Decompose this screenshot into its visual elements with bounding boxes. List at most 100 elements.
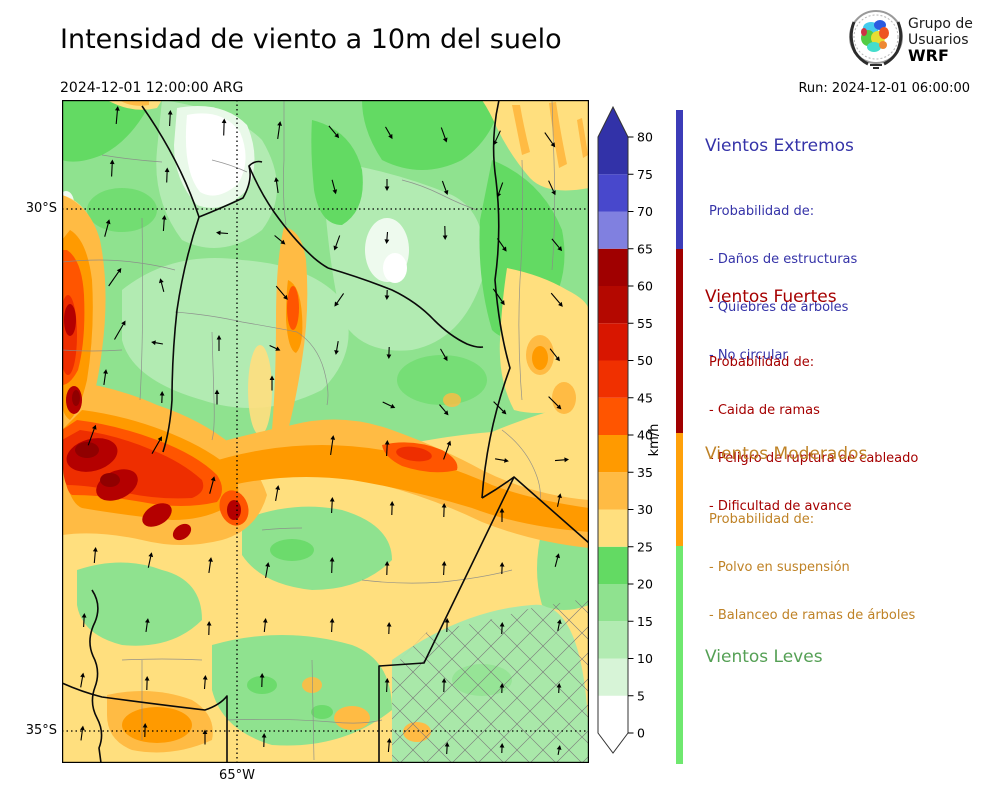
wind-arrow bbox=[145, 622, 148, 632]
wind-arrow-head bbox=[164, 167, 170, 173]
wind-arrow-head bbox=[504, 458, 509, 463]
legend-item: - Dificultad de avance bbox=[709, 499, 852, 514]
wind-arrow-head bbox=[277, 121, 282, 126]
wind-arrow-head bbox=[556, 683, 562, 688]
legend-title: Vientos Fuertes bbox=[705, 287, 837, 307]
legend-title: Vientos Leves bbox=[705, 647, 823, 667]
wind-arrow-head bbox=[202, 675, 208, 680]
wind-arrows-layer bbox=[80, 106, 569, 756]
wind-arrow-head bbox=[386, 622, 392, 627]
wind-arrow-head bbox=[555, 356, 560, 362]
category-bar-segment-moderados bbox=[676, 433, 683, 546]
wind-arrow-head bbox=[441, 561, 447, 566]
colorbar-tick-label: 65 bbox=[637, 241, 653, 256]
wind-arrow bbox=[203, 679, 206, 690]
wind-arrow-head bbox=[142, 723, 148, 728]
run-datetime: Run: 2024-12-01 06:00:00 bbox=[798, 81, 970, 96]
wind-arrow-head bbox=[384, 561, 390, 566]
wind-arrow bbox=[111, 163, 113, 177]
wind-arrow-head bbox=[558, 301, 563, 307]
colorbar-tick-label: 25 bbox=[637, 539, 653, 554]
colorbar-tick-label: 50 bbox=[637, 353, 653, 368]
colorbar-unit-label: km/h bbox=[647, 424, 662, 457]
wind-arrow-head bbox=[384, 239, 390, 244]
wind-arrow-head bbox=[444, 618, 450, 623]
wind-arrow-head bbox=[157, 436, 162, 442]
wind-arrow-head bbox=[499, 622, 505, 627]
wind-arrow-head bbox=[161, 215, 167, 220]
wind-arrow bbox=[275, 285, 286, 297]
legend-body: Probabilidad de: - Polvo en suspensión -… bbox=[709, 480, 915, 656]
wind-arrow bbox=[162, 219, 165, 232]
wind-arrow-head bbox=[206, 621, 212, 626]
wind-arrow-head bbox=[216, 335, 222, 340]
wind-arrow bbox=[385, 126, 391, 136]
wind-arrow bbox=[551, 238, 560, 249]
wind-arrow bbox=[80, 729, 83, 741]
wind-arrow-head bbox=[389, 501, 395, 506]
wind-arrow bbox=[336, 341, 339, 351]
wind-arrow-head bbox=[109, 159, 115, 165]
wind-arrow-head bbox=[499, 508, 505, 513]
colorbar-segment bbox=[598, 286, 628, 324]
colorbar-tick-label: 0 bbox=[637, 726, 645, 741]
lat-label-35s: 35°S bbox=[25, 723, 57, 738]
legend-prob-label: Probabilidad de: bbox=[709, 512, 815, 527]
wind-arrow-head bbox=[384, 295, 390, 300]
wind-intensity-map bbox=[62, 100, 589, 763]
colorbar-segment bbox=[598, 323, 628, 361]
wind-arrow-head bbox=[80, 672, 85, 678]
category-bar-segment-leves bbox=[676, 546, 683, 764]
wind-arrow-head bbox=[499, 683, 505, 688]
wind-arrow-head bbox=[334, 133, 340, 139]
colorbar-segment bbox=[598, 472, 628, 510]
wind-arrow bbox=[556, 497, 561, 507]
wind-arrow bbox=[209, 480, 214, 494]
colorbar-segment bbox=[598, 658, 628, 696]
wind-arrow bbox=[440, 348, 446, 358]
wind-arrow-head bbox=[167, 110, 173, 115]
wind-arrow bbox=[498, 182, 504, 194]
legend-item: - Polvo en suspensión bbox=[709, 560, 850, 575]
colorbar-tick-label: 5 bbox=[637, 688, 645, 703]
legend-body: Probabilidad de: - Caida de ramas - Peli… bbox=[709, 323, 918, 547]
wind-arrow-head bbox=[274, 177, 279, 182]
wind-arrow bbox=[443, 444, 450, 460]
legend-prob-label: Probabilidad de: bbox=[709, 355, 815, 370]
wind-arrow-head bbox=[496, 192, 502, 198]
category-bar bbox=[676, 110, 683, 764]
colorbar-tick-label: 10 bbox=[637, 651, 653, 666]
colorbar-tick-label: 35 bbox=[637, 465, 653, 480]
logo-globe-blobs bbox=[861, 20, 889, 52]
wind-arrow bbox=[155, 342, 163, 345]
wind-arrow-head bbox=[386, 738, 392, 743]
wind-arrow bbox=[557, 623, 560, 632]
colorbar-under-arrow bbox=[598, 733, 628, 753]
wind-arrow bbox=[151, 439, 161, 454]
wind-arrow-head bbox=[499, 743, 505, 748]
wind-arrow-head bbox=[214, 389, 220, 394]
logo-text: Grupo de Usuarios WRF bbox=[908, 16, 973, 64]
wind-arrow-head bbox=[386, 354, 392, 359]
colorbar: 0 5 10 15 20 25 30 35 40 45 50 55 60 65 70 75 80 km/h bbox=[597, 105, 662, 754]
wind-arrow bbox=[93, 551, 96, 564]
wind-arrow bbox=[328, 125, 337, 136]
colorbar-segment bbox=[598, 621, 628, 659]
wind-arrow-head bbox=[159, 278, 164, 284]
wind-arrow bbox=[80, 676, 84, 688]
legend-item: - Balanceo de ramas de árboles bbox=[709, 608, 916, 623]
wind-arrow bbox=[544, 132, 554, 145]
colorbar-tick-label: 20 bbox=[637, 577, 653, 592]
department-boundaries bbox=[62, 100, 556, 761]
wind-arrow bbox=[440, 127, 446, 139]
colorbar-segment bbox=[598, 174, 628, 212]
wind-arrow bbox=[104, 223, 109, 237]
wind-arrow-head bbox=[92, 424, 97, 430]
wind-arrow-head bbox=[557, 619, 562, 624]
wind-arrow bbox=[550, 292, 561, 304]
lat-label-30s: 30°S bbox=[25, 201, 57, 216]
colorbar-tick-label: 30 bbox=[637, 502, 653, 517]
wind-arrow-head bbox=[259, 673, 265, 678]
wind-arrow bbox=[87, 428, 95, 446]
